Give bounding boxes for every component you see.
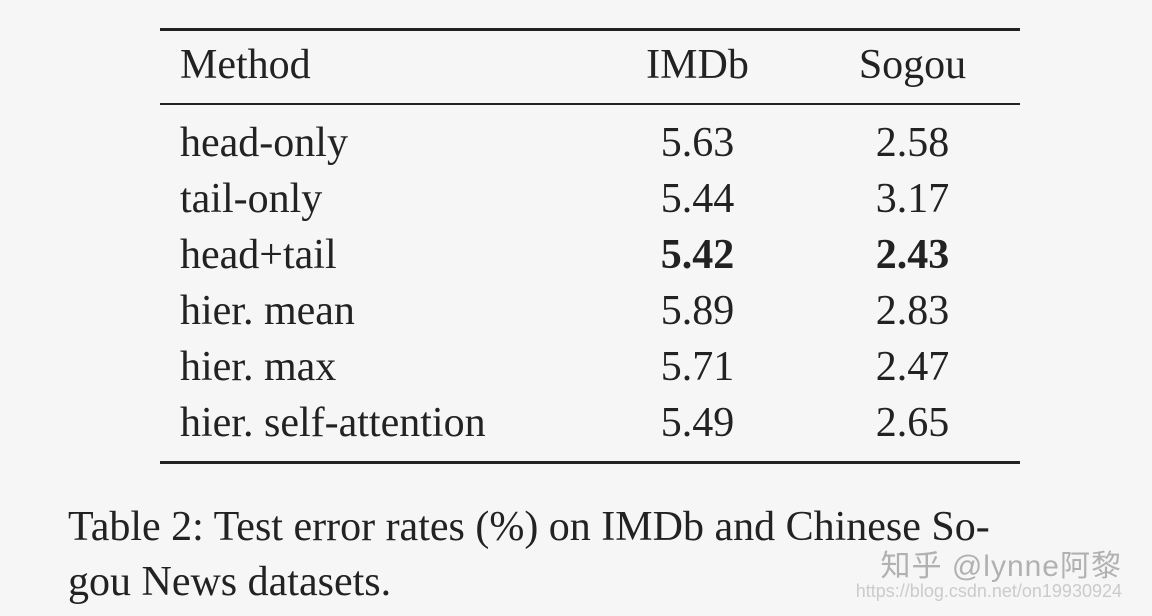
page: Method IMDb Sogou head-only5.632.58tail-… xyxy=(0,0,1152,616)
table-body: head-only5.632.58tail-only5.443.17head+t… xyxy=(160,104,1020,463)
cell-sogou: 2.43 xyxy=(805,227,1020,283)
cell-method: hier. self-attention xyxy=(160,395,590,463)
table-row: head-only5.632.58 xyxy=(160,104,1020,171)
cell-sogou: 2.58 xyxy=(805,104,1020,171)
caption-line-1: Table 2: Test error rates (%) on IMDb an… xyxy=(68,504,990,550)
cell-sogou: 2.83 xyxy=(805,283,1020,339)
table-row: hier. mean5.892.83 xyxy=(160,283,1020,339)
table-row: hier. self-attention5.492.65 xyxy=(160,395,1020,463)
results-table-wrapper: Method IMDb Sogou head-only5.632.58tail-… xyxy=(160,28,1020,464)
cell-method: tail-only xyxy=(160,171,590,227)
col-header-imdb: IMDb xyxy=(590,30,805,105)
cell-imdb: 5.89 xyxy=(590,283,805,339)
cell-imdb: 5.71 xyxy=(590,339,805,395)
cell-imdb: 5.42 xyxy=(590,227,805,283)
cell-imdb: 5.63 xyxy=(590,104,805,171)
table-header-row: Method IMDb Sogou xyxy=(160,30,1020,105)
cell-method: head+tail xyxy=(160,227,590,283)
cell-sogou: 2.47 xyxy=(805,339,1020,395)
cell-imdb: 5.44 xyxy=(590,171,805,227)
cell-method: hier. max xyxy=(160,339,590,395)
table-row: tail-only5.443.17 xyxy=(160,171,1020,227)
table-row: hier. max5.712.47 xyxy=(160,339,1020,395)
caption-line-2: gou News datasets. xyxy=(68,559,391,605)
results-table: Method IMDb Sogou head-only5.632.58tail-… xyxy=(160,28,1020,464)
table-caption: Table 2: Test error rates (%) on IMDb an… xyxy=(68,500,1112,609)
cell-method: head-only xyxy=(160,104,590,171)
cell-sogou: 2.65 xyxy=(805,395,1020,463)
cell-sogou: 3.17 xyxy=(805,171,1020,227)
table-row: head+tail5.422.43 xyxy=(160,227,1020,283)
col-header-method: Method xyxy=(160,30,590,105)
cell-method: hier. mean xyxy=(160,283,590,339)
cell-imdb: 5.49 xyxy=(590,395,805,463)
col-header-sogou: Sogou xyxy=(805,30,1020,105)
